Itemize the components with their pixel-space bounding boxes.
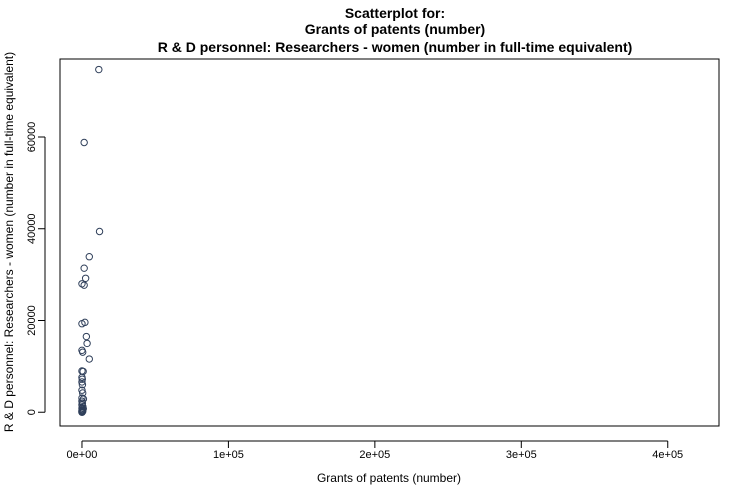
y-tick-label: 20000 [26, 305, 38, 336]
x-tick-label: 4e+05 [652, 449, 683, 461]
x-tick-label: 1e+05 [213, 449, 244, 461]
x-axis: 0e+00 1e+05 2e+05 3e+05 4e+05 [67, 440, 683, 461]
data-points [78, 65, 104, 416]
data-point [78, 319, 86, 328]
data-point [78, 348, 87, 356]
data-point [95, 65, 103, 74]
y-tick-label: 40000 [26, 213, 38, 244]
chart-title-line-2: Grants of patents (number) [305, 21, 485, 37]
y-axis: 0 20000 40000 60000 [26, 122, 46, 415]
chart-title-line-3: R & D personnel: Researchers - women (nu… [158, 39, 633, 55]
y-tick-label: 60000 [26, 122, 38, 153]
data-point [81, 274, 90, 282]
x-tick-label: 3e+05 [506, 449, 537, 461]
chart-title-line-1: Scatterplot for: [345, 5, 445, 21]
y-axis-label: R & D personnel: Researchers - women (nu… [2, 52, 16, 432]
x-tick-label: 0e+00 [67, 449, 98, 461]
data-point [78, 375, 86, 383]
data-point [78, 280, 86, 288]
data-point [83, 339, 91, 348]
data-point [80, 281, 88, 289]
data-point [79, 404, 87, 413]
data-point [78, 381, 87, 389]
data-point [85, 355, 93, 363]
data-point [85, 253, 93, 261]
data-point [82, 332, 91, 341]
data-point [78, 378, 86, 386]
y-tick-label: 0 [26, 409, 38, 415]
plot-frame [59, 58, 720, 427]
data-point [80, 264, 88, 272]
x-axis-label: Grants of patents (number) [317, 471, 461, 485]
data-point [80, 138, 88, 147]
data-point [95, 227, 104, 236]
x-tick-label: 2e+05 [359, 449, 390, 461]
